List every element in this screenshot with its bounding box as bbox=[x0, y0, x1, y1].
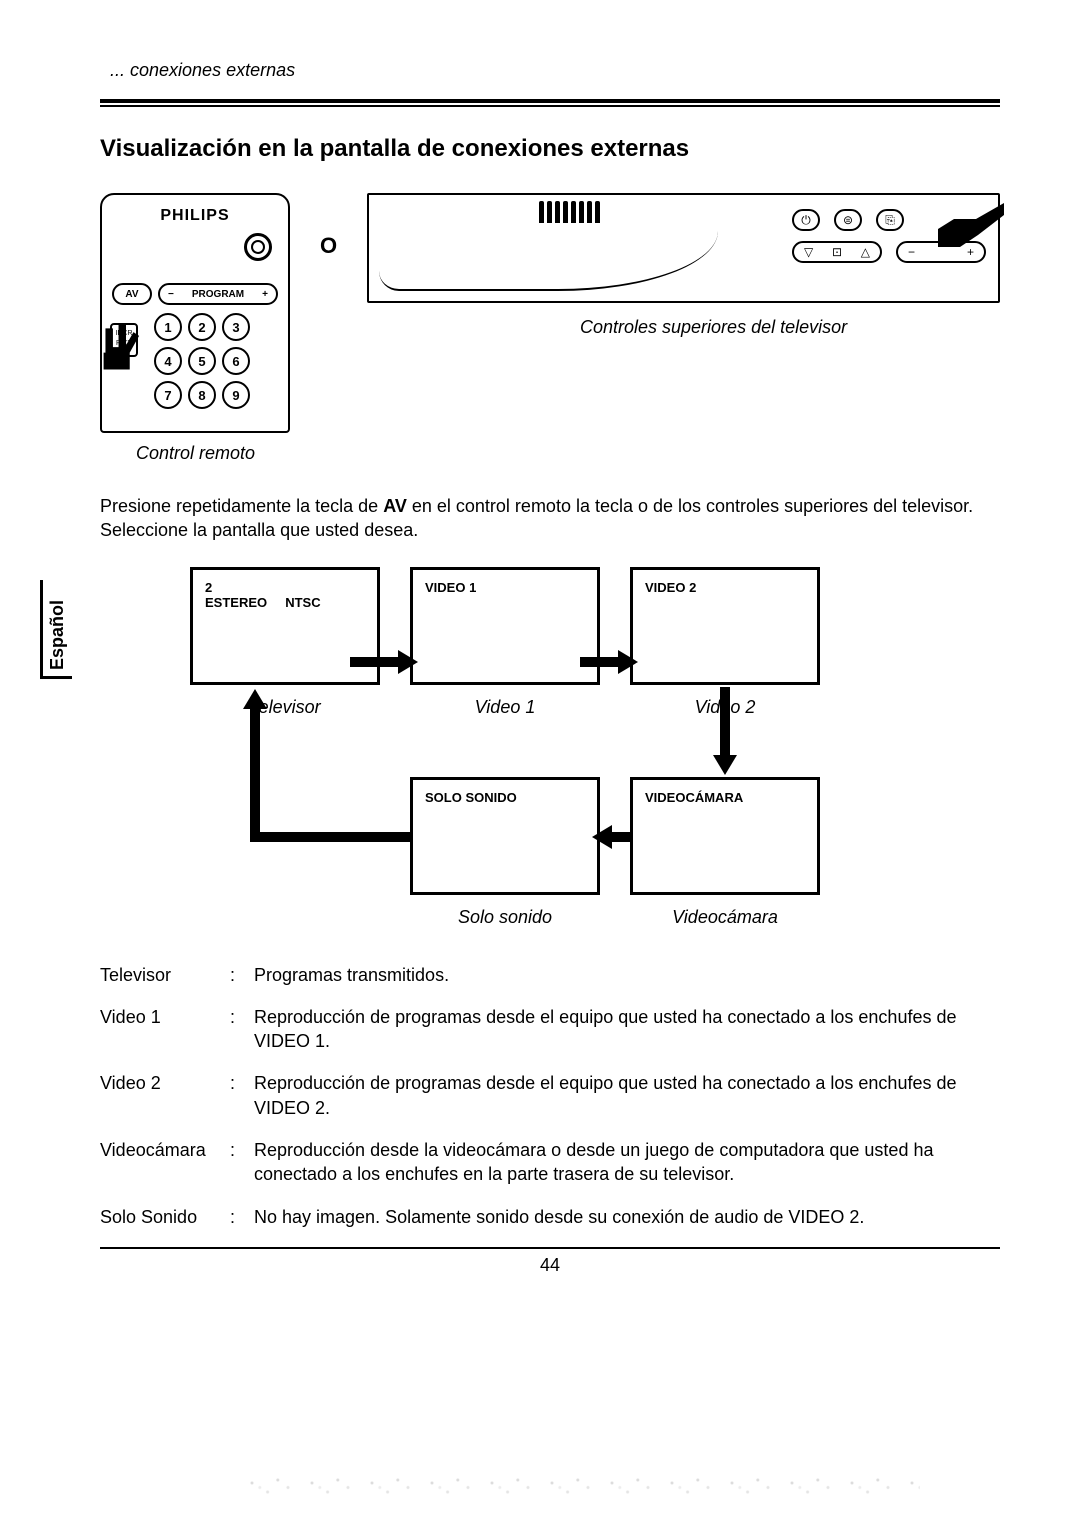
def-term: Televisor bbox=[100, 963, 230, 987]
program-rocker[interactable]: − PROGRAM + bbox=[158, 283, 278, 305]
arrow-return-up bbox=[250, 707, 260, 708]
def-body: Reproducción desde la videocámara o desd… bbox=[254, 1138, 1000, 1187]
power-icon bbox=[244, 233, 272, 261]
def-body: Reproducción de programas desde el equip… bbox=[254, 1071, 1000, 1120]
program-plus: + bbox=[262, 289, 268, 300]
tv-caption: Controles superiores del televisor bbox=[427, 317, 1000, 338]
key-2[interactable]: 2 bbox=[188, 313, 216, 341]
page-number: 44 bbox=[100, 1255, 1000, 1276]
key-6[interactable]: 6 bbox=[222, 347, 250, 375]
tv-block: ⏻ ⊜ ⎘ ▽ ⊡ △ − + bbox=[367, 193, 1000, 338]
arrow-return-vert bbox=[250, 707, 260, 837]
instruction-p1: Presione repetidamente la tecla de bbox=[100, 496, 383, 516]
nav-left-icon: ▽ bbox=[804, 245, 813, 259]
v1-line1: VIDEO 1 bbox=[425, 580, 585, 595]
def-row: Videocámara : Reproducción desde la vide… bbox=[100, 1138, 1000, 1187]
tv-line1: 2 bbox=[205, 580, 365, 595]
def-term: Video 1 bbox=[100, 1005, 230, 1054]
def-row: Video 1 : Reproducción de programas desd… bbox=[100, 1005, 1000, 1054]
v2-line1: VIDEO 2 bbox=[645, 580, 805, 595]
keypad: 1 2 3 4 5 6 7 8 9 bbox=[154, 313, 250, 409]
nav-ok-icon: ⊡ bbox=[832, 245, 842, 259]
tv-source-button[interactable]: ⎘ bbox=[876, 209, 904, 231]
hand-icon bbox=[98, 313, 154, 383]
key-7[interactable]: 7 bbox=[154, 381, 182, 409]
arrow-cam-to-solo bbox=[610, 832, 630, 842]
remote-top-row: AV − PROGRAM + bbox=[112, 283, 278, 305]
def-colon: : bbox=[230, 1138, 254, 1187]
tv-power-button[interactable]: ⏻ bbox=[792, 209, 820, 231]
remote-block: PHILIPS AV − PROGRAM + INCR PICT 1 2 3 4… bbox=[100, 193, 290, 464]
language-tab: Español bbox=[40, 580, 72, 679]
program-minus: − bbox=[168, 289, 174, 300]
remote-brand: PHILIPS bbox=[110, 207, 280, 225]
screen-videocamara: VIDEOCÁMARA bbox=[630, 777, 820, 895]
bottom-rule bbox=[100, 1247, 1000, 1249]
instruction-text: Presione repetidamente la tecla de AV en… bbox=[100, 494, 1000, 543]
caption-cam: Videocámara bbox=[630, 907, 820, 928]
scan-noise bbox=[240, 1471, 920, 1501]
screen-video2: VIDEO 2 bbox=[630, 567, 820, 685]
remote-caption: Control remoto bbox=[136, 443, 290, 464]
double-rule bbox=[100, 99, 1000, 107]
def-row: Video 2 : Reproducción de programas desd… bbox=[100, 1071, 1000, 1120]
key-9[interactable]: 9 bbox=[222, 381, 250, 409]
def-term: Solo Sonido bbox=[100, 1205, 230, 1229]
def-colon: : bbox=[230, 1205, 254, 1229]
program-label: PROGRAM bbox=[192, 289, 244, 300]
page-title: Visualización en la pantalla de conexion… bbox=[100, 135, 1000, 163]
definitions-list: Televisor : Programas transmitidos. Vide… bbox=[100, 963, 1000, 1229]
cam-line1: VIDEOCÁMARA bbox=[645, 790, 805, 805]
av-button[interactable]: AV bbox=[112, 283, 152, 305]
tv-vents-icon bbox=[539, 201, 600, 223]
screen-video1: VIDEO 1 bbox=[410, 567, 600, 685]
arrow-return-horz bbox=[250, 832, 410, 842]
letter-o-marker: O bbox=[320, 233, 337, 259]
instruction-av: AV bbox=[383, 496, 407, 516]
arrow-v1-to-v2 bbox=[580, 657, 620, 667]
vol-minus-icon: − bbox=[908, 245, 915, 259]
def-body: Programas transmitidos. bbox=[254, 963, 1000, 987]
tv-line2: ESTEREO bbox=[205, 595, 267, 610]
caption-televisor: Televisor bbox=[190, 697, 380, 718]
nav-right-icon: △ bbox=[861, 245, 870, 259]
caption-solo: Solo sonido bbox=[410, 907, 600, 928]
remote: PHILIPS AV − PROGRAM + INCR PICT 1 2 3 4… bbox=[100, 193, 290, 433]
diagrams-row: PHILIPS AV − PROGRAM + INCR PICT 1 2 3 4… bbox=[100, 193, 1000, 464]
key-5[interactable]: 5 bbox=[188, 347, 216, 375]
flow-diagram: 2 ESTEREO NTSC VIDEO 1 VIDEO 2 SOLO SONI… bbox=[190, 567, 1000, 947]
tv-nav-rocker[interactable]: ▽ ⊡ △ bbox=[792, 241, 882, 263]
def-row: Televisor : Programas transmitidos. bbox=[100, 963, 1000, 987]
arrow-tv-to-v1 bbox=[350, 657, 400, 667]
key-4[interactable]: 4 bbox=[154, 347, 182, 375]
def-term: Videocámara bbox=[100, 1138, 230, 1187]
caption-video1: Video 1 bbox=[410, 697, 600, 718]
def-term: Video 2 bbox=[100, 1071, 230, 1120]
tv-menu-button[interactable]: ⊜ bbox=[834, 209, 862, 231]
def-colon: : bbox=[230, 1005, 254, 1054]
def-row: Solo Sonido : No hay imagen. Solamente s… bbox=[100, 1205, 1000, 1229]
screen-solo-sonido: SOLO SONIDO bbox=[410, 777, 600, 895]
hand-icon bbox=[926, 199, 1006, 259]
key-1[interactable]: 1 bbox=[154, 313, 182, 341]
key-8[interactable]: 8 bbox=[188, 381, 216, 409]
tv-top-panel: ⏻ ⊜ ⎘ ▽ ⊡ △ − + bbox=[367, 193, 1000, 303]
arrow-v2-down bbox=[720, 687, 730, 757]
def-body: No hay imagen. Solamente sonido desde su… bbox=[254, 1205, 1000, 1229]
def-colon: : bbox=[230, 1071, 254, 1120]
solo-line1: SOLO SONIDO bbox=[425, 790, 585, 805]
key-3[interactable]: 3 bbox=[222, 313, 250, 341]
breadcrumb: ... conexiones externas bbox=[110, 60, 1000, 81]
screen-televisor: 2 ESTEREO NTSC bbox=[190, 567, 380, 685]
def-body: Reproducción de programas desde el equip… bbox=[254, 1005, 1000, 1054]
def-colon: : bbox=[230, 963, 254, 987]
tv-line3: NTSC bbox=[285, 595, 320, 610]
